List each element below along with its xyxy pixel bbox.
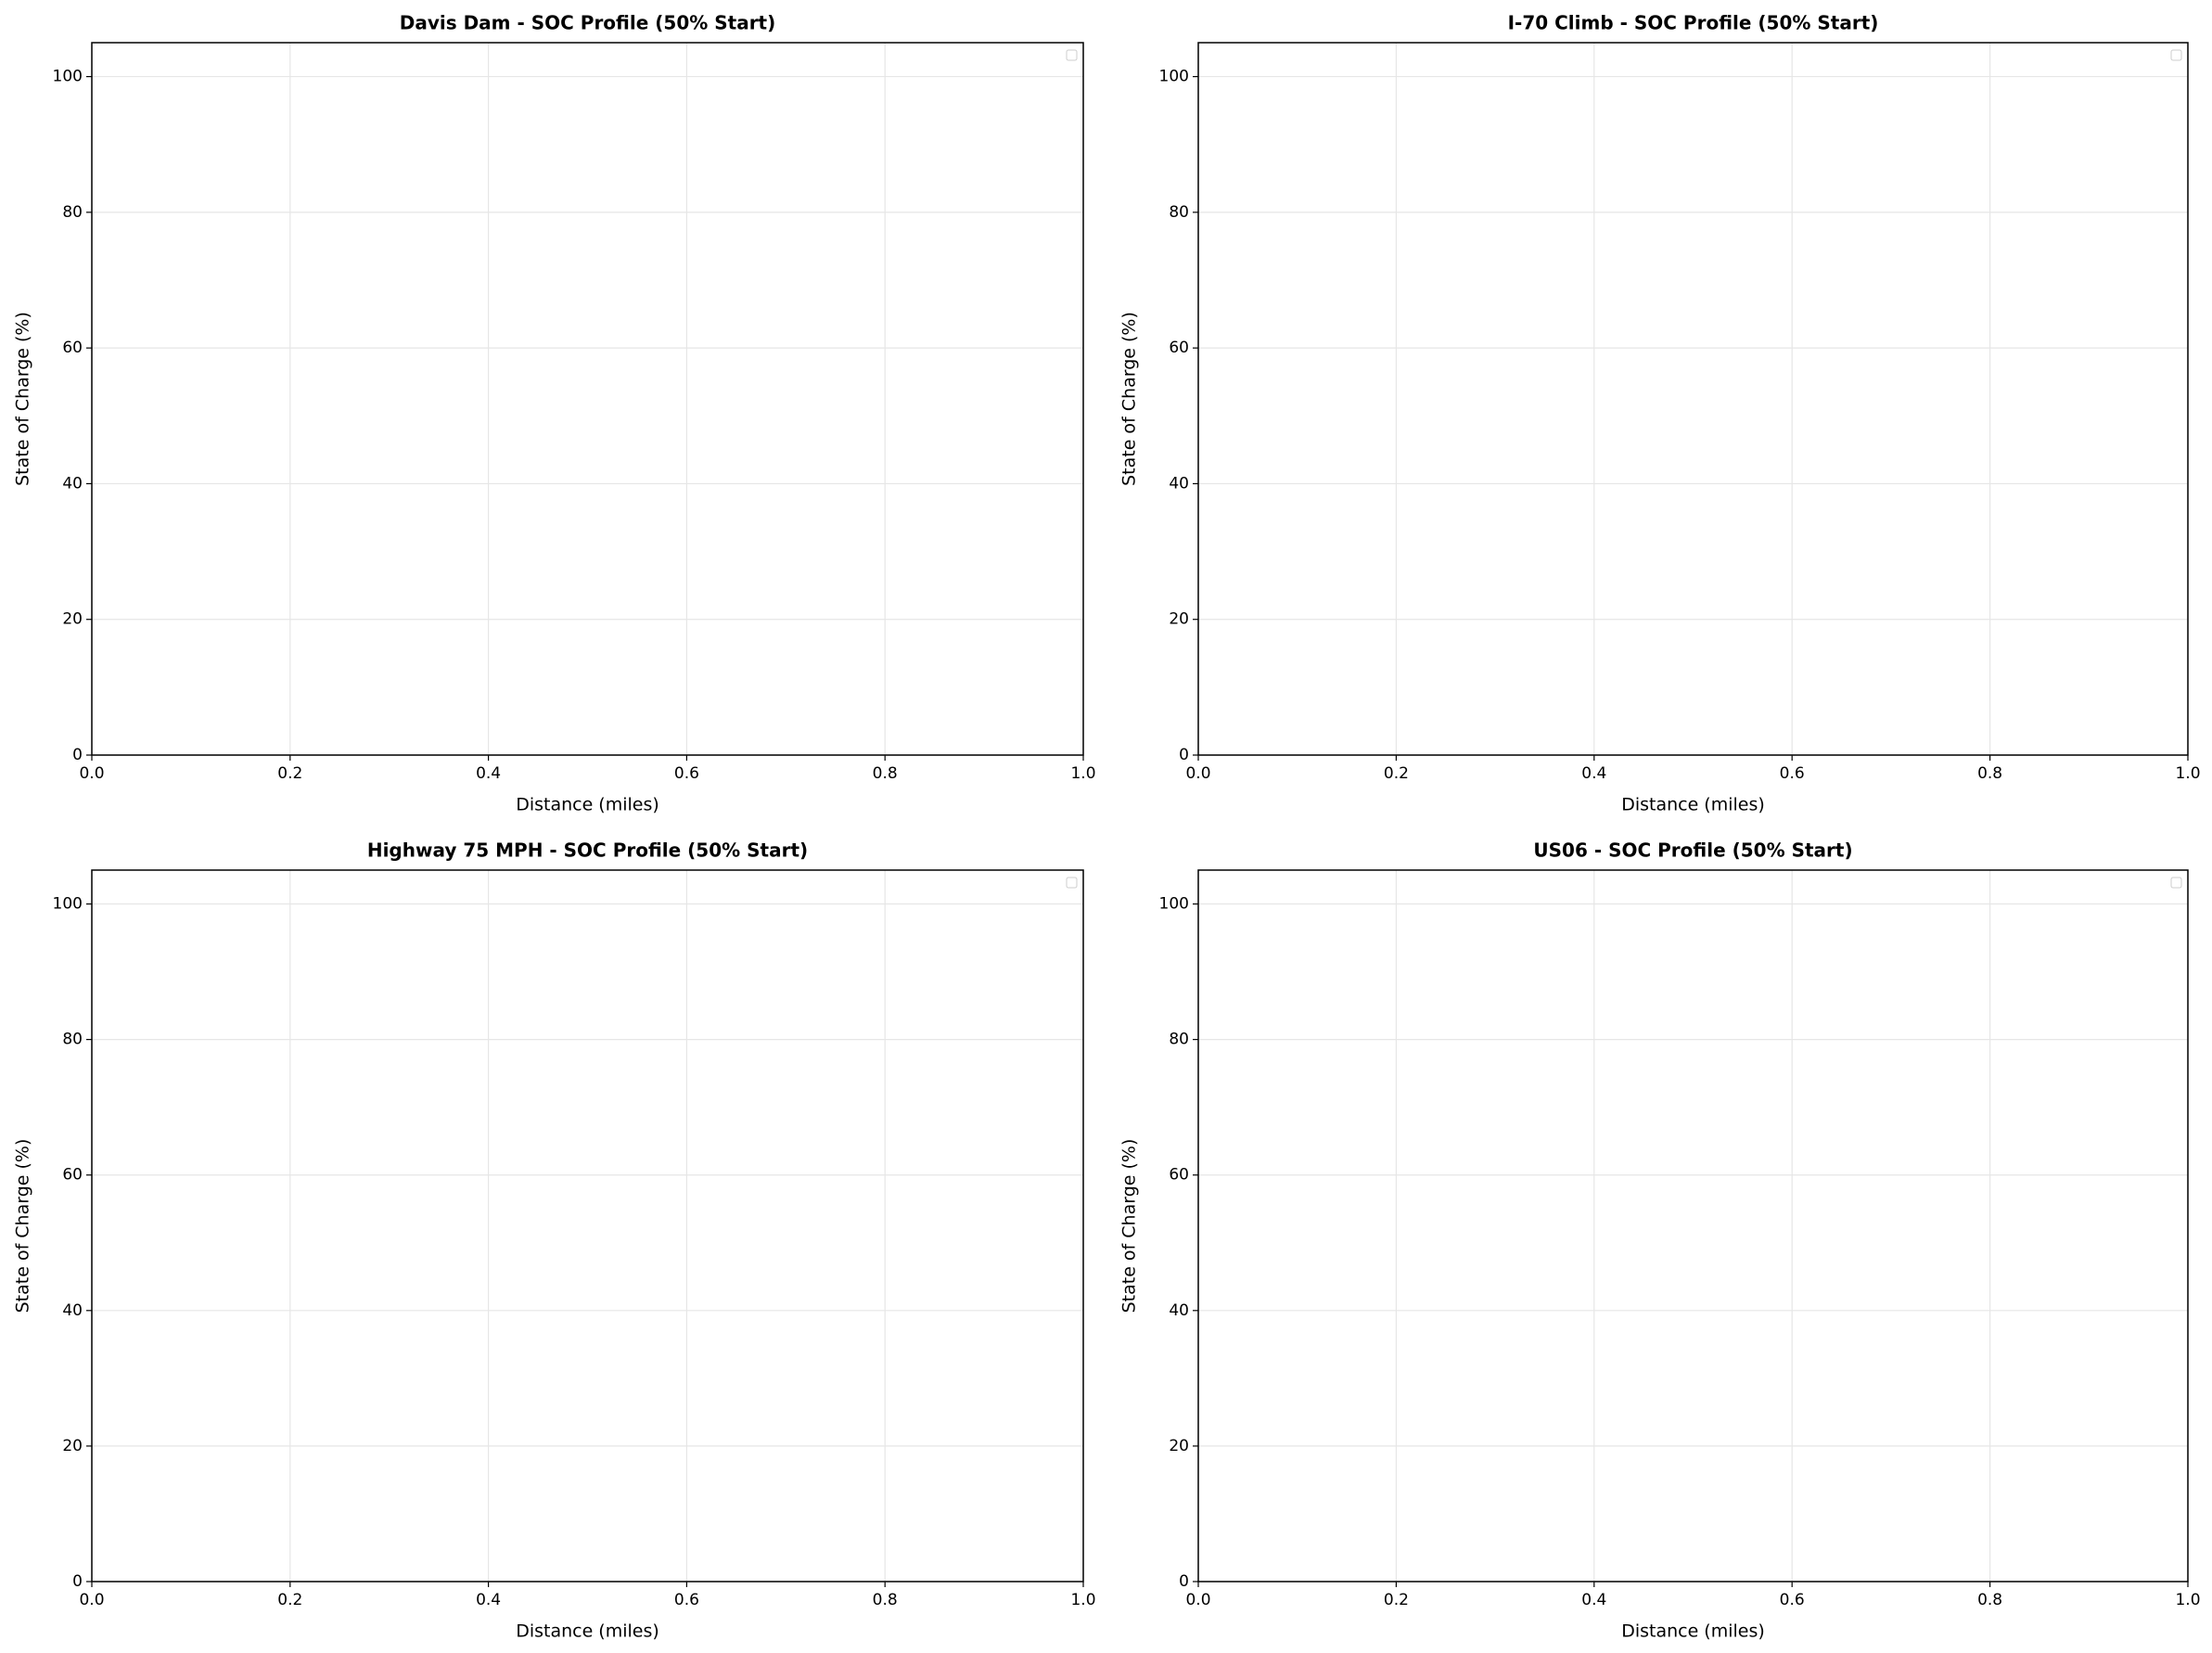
axes-frame [91,869,1084,1583]
y-tick-label: 0 [1179,1572,1189,1591]
legend-box [1066,49,1078,61]
x-tick-label: 1.0 [2175,1591,2200,1609]
x-tick-label: 0.4 [1581,1591,1606,1609]
x-tick-label: 1.0 [1070,1591,1095,1609]
x-tick-label: 0.8 [873,764,898,783]
y-tick-label: 80 [1169,203,1189,222]
y-tick-label: 40 [62,474,83,493]
axes-frame [91,42,1084,756]
legend-box [2170,49,2182,61]
chart-title: US06 - SOC Profile (50% Start) [1533,839,1852,862]
y-tick-label: 60 [1169,1166,1189,1185]
y-tick-label: 100 [1159,895,1189,914]
x-tick-label: 0.2 [1384,764,1409,783]
y-tick-label: 60 [62,339,83,357]
y-axis-label: State of Charge (%) [13,1139,33,1313]
x-tick-label: 0.2 [277,764,302,783]
y-axis-label: State of Charge (%) [13,312,33,486]
x-tick-label: 1.0 [2175,764,2200,783]
x-tick-label: 0.6 [1780,1591,1805,1609]
x-tick-label: 0.4 [1581,764,1606,783]
y-axis-label: State of Charge (%) [1119,1139,1140,1313]
legend-box [2170,877,2182,889]
x-tick-label: 0.0 [1185,1591,1210,1609]
y-tick-label: 40 [62,1301,83,1320]
chart-title: I-70 Climb - SOC Profile (50% Start) [1508,12,1879,34]
x-tick-label: 0.0 [79,764,104,783]
y-tick-label: 20 [62,1437,83,1455]
y-tick-label: 60 [1169,339,1189,357]
x-tick-label: 0.2 [277,1591,302,1609]
x-tick-label: 0.2 [1384,1591,1409,1609]
x-tick-label: 0.8 [873,1591,898,1609]
y-tick-label: 0 [72,746,83,764]
x-tick-label: 0.8 [1977,764,2002,783]
axes-frame [1197,869,2189,1583]
x-tick-label: 0.4 [476,764,501,783]
x-tick-label: 0.6 [674,1591,699,1609]
y-axis-label: State of Charge (%) [1119,312,1140,486]
x-tick-label: 0.4 [476,1591,501,1609]
y-tick-label: 40 [1169,1301,1189,1320]
x-tick-label: 0.6 [674,764,699,783]
y-tick-label: 80 [62,203,83,222]
x-axis-label: Distance (miles) [516,795,659,815]
y-tick-label: 100 [53,895,83,914]
y-tick-label: 0 [72,1572,83,1591]
axes-frame [1197,42,2189,756]
x-tick-label: 0.8 [1977,1591,2002,1609]
y-tick-label: 60 [62,1166,83,1185]
x-tick-label: 0.0 [79,1591,104,1609]
legend-box [1066,877,1078,889]
y-tick-label: 80 [62,1031,83,1049]
y-tick-label: 100 [1159,68,1189,86]
x-axis-label: Distance (miles) [516,1621,659,1642]
x-tick-label: 1.0 [1070,764,1095,783]
x-axis-label: Distance (miles) [1621,795,1765,815]
chart-title: Highway 75 MPH - SOC Profile (50% Start) [367,839,808,862]
y-tick-label: 20 [62,610,83,629]
y-tick-label: 80 [1169,1031,1189,1049]
y-tick-label: 40 [1169,474,1189,493]
chart-title: Davis Dam - SOC Profile (50% Start) [400,12,776,34]
x-tick-label: 0.0 [1185,764,1210,783]
y-tick-label: 20 [1169,610,1189,629]
x-axis-label: Distance (miles) [1621,1621,1765,1642]
y-tick-label: 0 [1179,746,1189,764]
x-tick-label: 0.6 [1780,764,1805,783]
y-tick-label: 20 [1169,1437,1189,1455]
y-tick-label: 100 [53,68,83,86]
